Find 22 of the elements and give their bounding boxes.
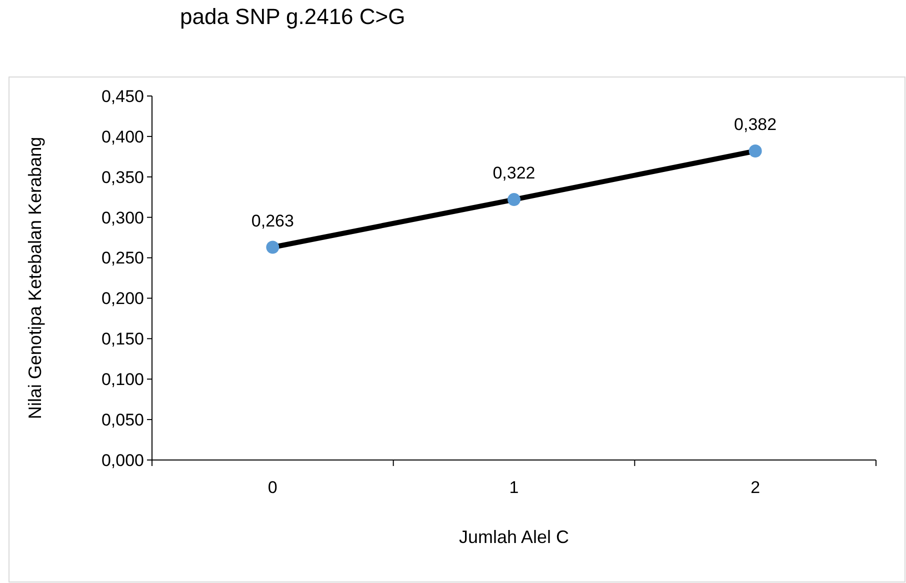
point [266,240,280,254]
x-tick-label: 2 [750,478,760,497]
y-tick-label: 0,400 [101,127,144,146]
data-label: 0,382 [734,115,777,134]
y-tick-label: 0,200 [101,289,144,308]
data-label: 0,263 [251,211,294,230]
x-tick-label: 1 [509,478,519,497]
y-tick-label: 0,150 [101,330,144,349]
y-tick-label: 0,450 [101,86,144,106]
point [508,193,520,206]
text: pada SNP g.2416 C>G [180,4,406,29]
point [748,144,762,158]
x-tick-label: 0 [268,478,278,497]
y-tick-label: 0,100 [101,370,144,390]
y-tick-label: 0,250 [101,248,144,268]
y-axis-title: Nilai Genotipa Ketebalan Kerabang [25,136,45,420]
y-tick-label: 0,050 [101,410,144,430]
y-tick-label: 0,350 [101,168,144,187]
data-label: 0,322 [492,164,536,183]
y-tick-label: 0,300 [101,208,144,228]
y-tick-label: 0,000 [101,450,144,470]
x-axis-title: Jumlah Alel C [458,527,570,547]
